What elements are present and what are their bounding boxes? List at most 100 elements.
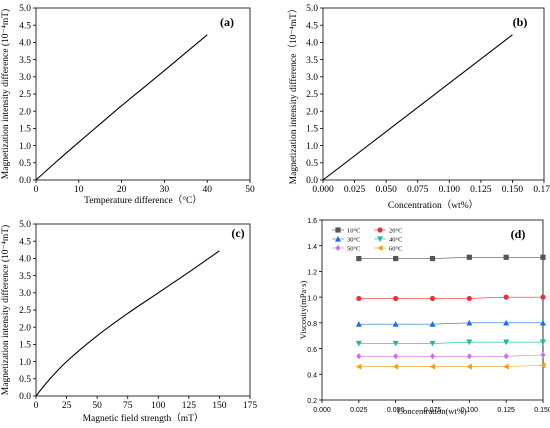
data-point [429, 353, 436, 360]
y-tick-label: 3.0 [19, 289, 31, 299]
y-tick-label: 0.4 [307, 372, 317, 379]
x-tick-label: 0.100 [461, 407, 479, 414]
tick-layer: 0.000 0.025 0.050 0.075 0.100 0.125 0.150 0.175… [306, 4, 550, 195]
y-axis-label: Magnetization intensity difference (10⁻⁴… [0, 9, 11, 179]
x-tick-label: 0 [34, 185, 39, 195]
legend-label: 10°C [347, 227, 360, 234]
x-tick-label: 0.000 [312, 185, 334, 195]
panel-label: (a) [220, 15, 234, 29]
data-point [466, 319, 473, 326]
x-tick-label: 75 [123, 401, 133, 411]
data-point [503, 294, 509, 300]
data-point [355, 340, 362, 347]
data-point [429, 340, 436, 347]
x-tick-label: 30 [160, 185, 170, 195]
y-axis-label: Viscosity(mPa·s) [298, 281, 308, 340]
y-tick-label: 0.5 [19, 159, 31, 169]
x-tick-label: 0.050 [387, 407, 405, 414]
chart-panel-b: 0.000 0.025 0.050 0.075 0.100 0.125 0.150 0.175… [287, 4, 550, 211]
data-point [540, 319, 546, 326]
series-line [358, 256, 543, 259]
x-tick-label: 0.000 [313, 407, 331, 414]
panel-label: (d) [511, 227, 526, 241]
x-tick-label: 50 [92, 401, 102, 411]
legend-label: 30°C [347, 236, 360, 243]
data-point [466, 254, 472, 260]
y-tick-label: 3.5 [306, 56, 318, 66]
data-point [392, 363, 399, 370]
data-layer [35, 34, 208, 181]
series-line [322, 34, 513, 181]
y-tick-label: 2.5 [19, 90, 31, 100]
y-tick-label: 0.5 [19, 375, 31, 385]
y-tick-label: 2.5 [19, 306, 31, 316]
x-axis-label: Temperature difference（°C） [84, 194, 202, 206]
data-point [429, 255, 436, 262]
x-tick-label: 175 [243, 401, 258, 411]
data-point [377, 245, 383, 251]
legend-label: 40°C [389, 236, 402, 243]
data-point [540, 254, 546, 260]
data-point [377, 227, 383, 233]
x-tick-label: 25 [62, 401, 72, 411]
x-tick-label: 0.050 [375, 185, 397, 195]
data-point [540, 339, 546, 346]
legend-label: 50°C [347, 245, 360, 252]
data-point [392, 321, 399, 327]
panel-label: (c) [231, 226, 244, 240]
series-line [358, 341, 543, 344]
y-tick-label: 5.0 [306, 4, 318, 14]
x-tick-label: 0.025 [350, 407, 368, 414]
series-line [358, 296, 543, 299]
series-line [35, 250, 220, 397]
y-tick-label: 0.8 [307, 321, 317, 328]
x-tick-label: 40 [202, 185, 212, 195]
x-tick-label: 20 [117, 185, 127, 195]
data-point [466, 339, 473, 346]
data-point [356, 353, 362, 360]
y-tick-label: 3.5 [19, 272, 31, 282]
chart-panel-d: 0.000 0.025 0.050 0.075 0.100 0.125 0.150 0.2 0.… [298, 218, 550, 416]
data-point [429, 295, 436, 302]
y-tick-label: 1.0 [307, 295, 317, 302]
data-point [540, 362, 546, 369]
y-tick-label: 2.0 [306, 107, 318, 117]
y-tick-label: 1.5 [306, 125, 318, 135]
data-layer [355, 254, 546, 370]
y-tick-label: 3.0 [306, 73, 318, 83]
y-tick-label: 0.0 [19, 176, 31, 186]
series-line [358, 354, 544, 357]
legend-label: 60°C [389, 245, 402, 252]
y-tick-label: 1.0 [306, 142, 318, 152]
x-axis-label: Concentration(wt%) [397, 406, 467, 416]
plot-frame [35, 223, 251, 397]
x-tick-label: 0.125 [497, 407, 515, 414]
y-tick-label: 0.5 [306, 159, 318, 169]
y-tick-label: 2.0 [19, 107, 31, 117]
y-tick-label: 4.0 [306, 39, 318, 49]
y-tick-label: 1.5 [19, 341, 31, 351]
legend: 10°C 20°C 30°C 40°C 50°C 60°C [332, 227, 402, 252]
y-tick-label: 3.0 [19, 73, 31, 83]
y-tick-label: 1.0 [19, 142, 31, 152]
data-point [393, 255, 399, 262]
y-tick-label: 2.0 [19, 323, 31, 333]
data-layer [322, 34, 513, 181]
data-point [466, 353, 472, 360]
data-point [503, 339, 510, 346]
y-axis-label: Magnetization intensity difference（10⁻⁴m… [287, 4, 299, 185]
y-tick-label: 4.5 [19, 21, 31, 31]
data-point [355, 363, 362, 370]
panel-label: (b) [513, 15, 528, 29]
tick-layer: 0 25 50 75 100 125 150 175 0.0 0.5 1.0 1.5 2.0 2.5 3.0… [19, 220, 257, 411]
data-point [392, 340, 399, 347]
y-axis-label: Magnetization intensity difference (10⁻⁴… [0, 225, 11, 395]
y-tick-label: 0.2 [307, 398, 317, 405]
data-point [503, 353, 509, 360]
x-axis-label: Magnetic field strength（mT） [83, 412, 204, 424]
x-tick-label: 0.075 [424, 407, 442, 414]
data-point [393, 353, 399, 360]
y-tick-label: 1.2 [307, 270, 317, 277]
x-tick-label: 0.100 [439, 185, 461, 195]
